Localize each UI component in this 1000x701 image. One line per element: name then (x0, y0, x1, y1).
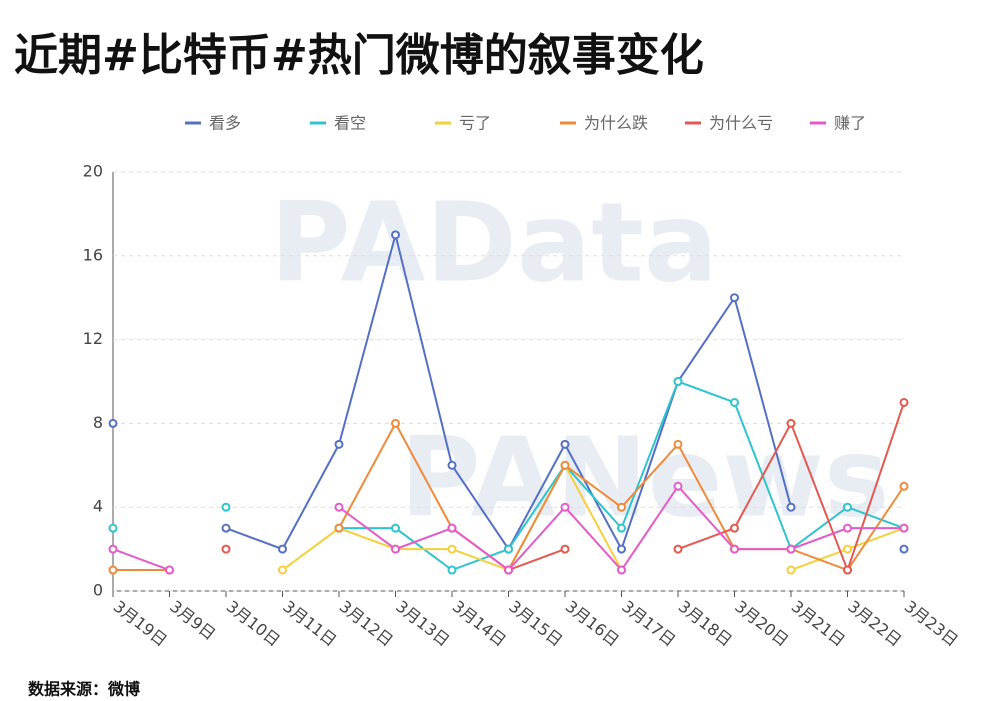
point (786, 544, 796, 554)
point (278, 544, 287, 554)
point (391, 230, 400, 240)
legend-label: 亏了 (459, 114, 491, 133)
y-tick-label: 0 (93, 581, 103, 600)
y-tick-label: 4 (93, 497, 103, 516)
x-tick-label: 3月20日 (731, 597, 792, 650)
legend-label: 赚了 (834, 114, 866, 133)
x-tick-label: 3月21日 (788, 597, 849, 650)
point (899, 544, 909, 554)
point (221, 523, 231, 533)
x-tick-label: 3月14日 (449, 597, 510, 650)
x-tick-label: 3月10日 (223, 597, 284, 650)
point (278, 565, 287, 575)
point (334, 439, 344, 449)
point (108, 418, 118, 428)
point (843, 565, 852, 575)
chart-title: 近期#比特币#热门微博的叙事变化 (14, 30, 704, 81)
point (447, 460, 457, 470)
point (391, 523, 400, 533)
point (221, 544, 231, 554)
point (108, 544, 118, 554)
legend-label: 为什么亏 (709, 114, 773, 133)
point (447, 544, 457, 554)
y-tick-label: 8 (93, 413, 103, 432)
point (617, 502, 626, 512)
point (391, 418, 400, 428)
point (560, 502, 570, 512)
point (617, 565, 626, 575)
x-tick-label: 3月19日 (110, 597, 171, 650)
point (786, 418, 796, 428)
point (673, 481, 683, 491)
point (899, 397, 909, 407)
point (108, 523, 118, 533)
point (334, 523, 344, 533)
point (617, 544, 626, 554)
point (673, 544, 683, 554)
point (334, 502, 344, 512)
x-tick-label: 3月13日 (392, 597, 453, 650)
x-tick-label: 3月9日 (166, 597, 219, 644)
point (786, 502, 796, 512)
x-tick-label: 3月17日 (618, 597, 679, 650)
point (391, 544, 400, 554)
y-tick-label: 20 (83, 162, 103, 181)
point (221, 502, 231, 512)
point (504, 544, 513, 554)
point (504, 565, 513, 575)
point (730, 544, 739, 554)
point (165, 565, 174, 575)
x-tick-label: 3月23日 (901, 597, 962, 650)
point (730, 293, 739, 303)
point (899, 481, 909, 491)
point (617, 523, 626, 533)
x-tick-label: 3月12日 (336, 597, 397, 650)
point (843, 502, 852, 512)
x-tick-label: 3月16日 (562, 597, 623, 650)
point (560, 460, 570, 470)
point (673, 377, 683, 386)
watermark: PAData (270, 178, 718, 306)
y-tick-label: 16 (83, 245, 103, 264)
point (560, 439, 570, 449)
legend-label: 看空 (334, 114, 366, 133)
point (899, 523, 909, 533)
point (730, 523, 739, 533)
point (108, 565, 118, 575)
point (447, 523, 457, 533)
source-note: 数据来源：微博 (28, 680, 140, 698)
point (560, 544, 570, 554)
legend-label: 为什么跌 (584, 114, 648, 133)
x-tick-label: 3月15日 (505, 597, 566, 650)
watermark: PANews (400, 413, 889, 541)
point (447, 565, 457, 575)
point (843, 523, 852, 533)
y-tick-label: 12 (83, 329, 103, 348)
x-tick-label: 3月11日 (279, 597, 340, 650)
point (843, 544, 852, 554)
x-tick-label: 3月22日 (844, 597, 905, 650)
point (730, 397, 739, 407)
x-tick-label: 3月18日 (675, 597, 736, 650)
legend-label: 看多 (209, 114, 241, 133)
point (786, 565, 796, 575)
point (673, 439, 683, 449)
